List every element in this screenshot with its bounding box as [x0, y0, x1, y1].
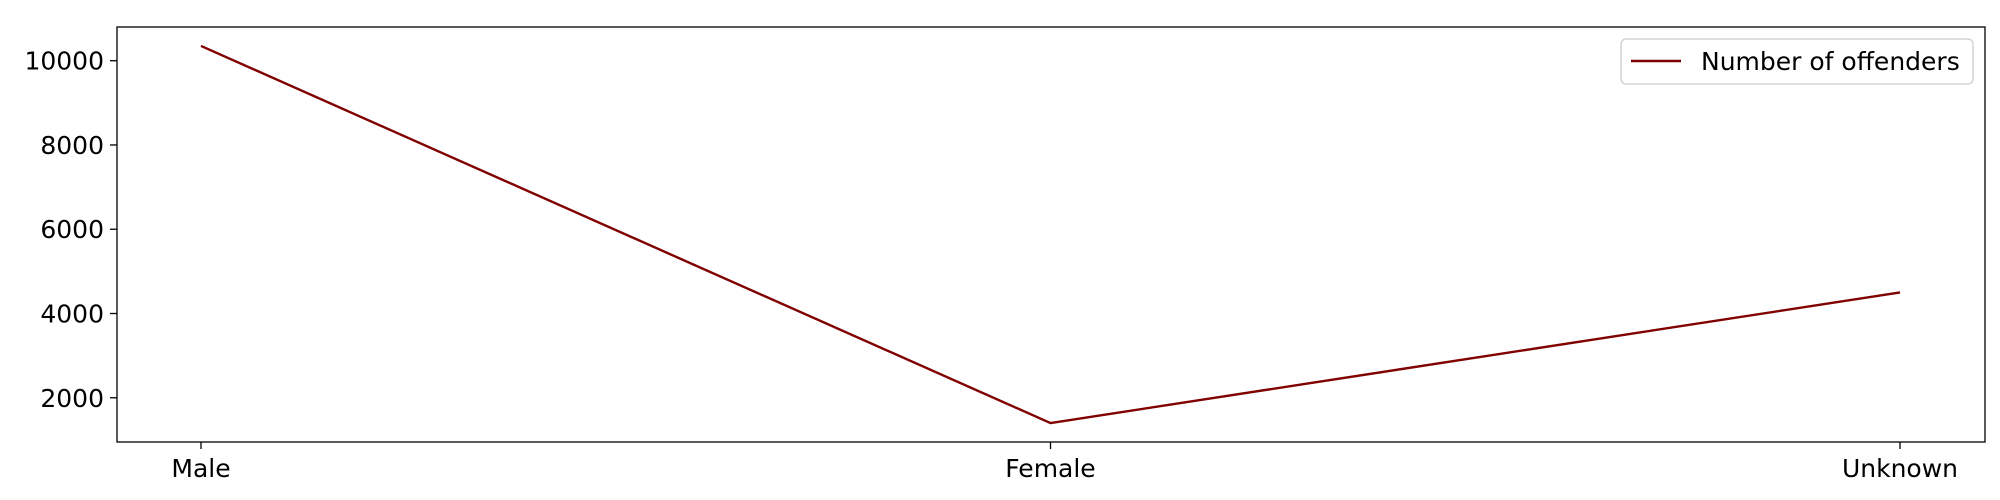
legend-box — [1620, 38, 1974, 85]
plot-area — [116, 26, 1986, 443]
y-tick-label: 10000 — [24, 47, 104, 76]
series-line-0 — [200, 44, 1901, 425]
x-tick-label: Unknown — [1842, 454, 1958, 483]
x-tick-label: Male — [171, 454, 230, 483]
legend-label: Number of offenders — [1701, 47, 1960, 76]
y-tick-label: 4000 — [40, 299, 104, 328]
x-tick-label: Female — [1005, 454, 1095, 483]
y-axis: 2000 4000 6000 8000 10000 — [24, 47, 117, 413]
series-layer — [200, 44, 1901, 425]
y-tick-label: 6000 — [40, 215, 104, 244]
y-tick-label: 8000 — [40, 131, 104, 160]
legend: Number of offenders — [1620, 38, 1974, 85]
y-tick-label: 2000 — [40, 384, 104, 413]
x-axis: Male Female Unknown — [171, 442, 1958, 483]
